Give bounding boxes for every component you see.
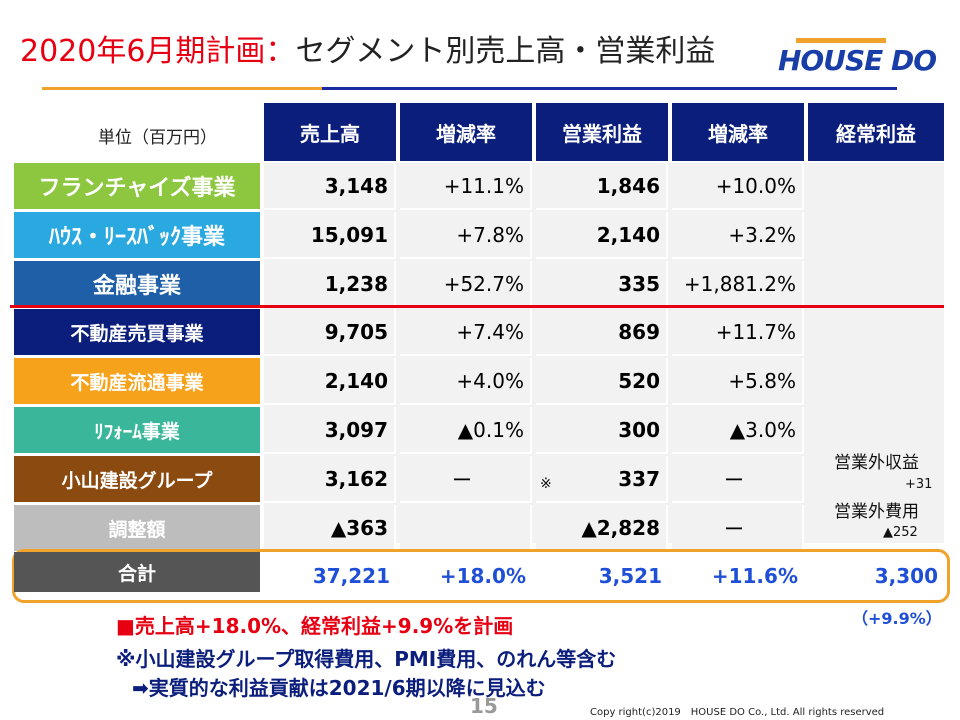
table-cell-sales: 2,140 xyxy=(264,358,396,405)
table-cell-op-rate: +5.8% xyxy=(672,358,804,405)
table-cell-op: ▲2,828 xyxy=(536,505,668,552)
nonop-income-label: 営業外収益 xyxy=(834,453,919,473)
segment-label: 調整額 xyxy=(14,505,260,551)
table-cell-op-rate: ー xyxy=(672,505,804,552)
title-subject: セグメント別売上高・営業利益 xyxy=(295,34,716,69)
table-cell-sales: 3,162 xyxy=(264,456,396,503)
segment-label: 不動産流通事業 xyxy=(14,358,260,404)
table-cell-sales: 3,148 xyxy=(264,163,396,210)
segment-label: 小山建設グループ xyxy=(14,456,260,502)
total-label: 合計 xyxy=(14,552,260,592)
total-ordinary: 3,300 xyxy=(874,563,938,588)
table-cell-sales-rate: +11.1% xyxy=(400,163,532,210)
table-cell-op: 1,846 xyxy=(536,163,668,210)
total-sales-rate: +18.0% xyxy=(439,563,526,588)
footnote-koyama: ※小山建設グループ取得費用、PMI費用、のれん等含む xyxy=(116,647,617,671)
page-number: 15 xyxy=(470,694,498,718)
total-ordinary-rate: （+9.9%） xyxy=(852,609,942,628)
table-cell-op-rate: +11.7% xyxy=(672,309,804,356)
footnote-contribution: ➡実質的な利益貢献は2021/6期以降に見込む xyxy=(132,676,546,700)
company-logo: HOUSE DO xyxy=(778,38,937,77)
table-cell-sales-rate: +7.8% xyxy=(400,212,532,259)
title-underline-orange xyxy=(42,87,322,90)
header-ordinary-profit: 経常利益 xyxy=(808,103,944,161)
table-cell-sales: 15,091 xyxy=(264,212,396,259)
table-cell-op: 300 xyxy=(536,407,668,454)
table-cell-sales-rate xyxy=(400,505,532,552)
table-cell-op: 335 xyxy=(536,261,668,308)
copyright: Copy right(c)2019 HOUSE DO Co., Ltd. All… xyxy=(590,707,885,718)
page-title: 2020年6月期計画：セグメント別売上高・営業利益 xyxy=(20,26,715,70)
table-cell-sales-rate: ー xyxy=(400,456,532,503)
segment-label: ﾊｳｽ・ﾘｰｽﾊﾞｯｸ事業 xyxy=(14,212,260,258)
footnote-plan: ■売上高+18.0%、経常利益+9.9%を計画 xyxy=(116,614,514,638)
total-sales: 37,221 xyxy=(312,563,390,588)
table-cell-sales: ▲363 xyxy=(264,505,396,552)
table-cell-sales-rate: +4.0% xyxy=(400,358,532,405)
table-cell-op: 337 xyxy=(536,456,668,503)
segment-label: 金融事業 xyxy=(14,261,260,307)
nonop-expense-label: 営業外費用 xyxy=(834,502,919,522)
total-row-highlight xyxy=(12,549,950,603)
header-sales: 売上高 xyxy=(264,103,396,161)
segment-label: フランチャイズ事業 xyxy=(14,163,260,209)
total-op-rate: +11.6% xyxy=(711,563,798,588)
header-sales-rate: 増減率 xyxy=(400,103,532,161)
nonop-expense-value: ▲252 xyxy=(883,525,918,540)
table-cell-sales-rate: ▲0.1% xyxy=(400,407,532,454)
table-cell-op: 2,140 xyxy=(536,212,668,259)
table-cell-op: 520 xyxy=(536,358,668,405)
segment-label: ﾘﾌｫｰﾑ事業 xyxy=(14,407,260,453)
header-operating-profit: 営業利益 xyxy=(536,103,668,161)
segment-divider-line xyxy=(10,305,944,308)
nonop-income-value: +31 xyxy=(905,477,933,492)
footnote-mark: ※ xyxy=(540,476,552,492)
table-cell-sales: 3,097 xyxy=(264,407,396,454)
table-cell-op-rate: ー xyxy=(672,456,804,503)
table-cell-sales: 1,238 xyxy=(264,261,396,308)
table-cell-op-rate: +3.2% xyxy=(672,212,804,259)
segment-label: 不動産売買事業 xyxy=(14,309,260,355)
table-cell-op-rate: ▲3.0% xyxy=(672,407,804,454)
unit-label: 単位（百万円） xyxy=(98,128,217,148)
table-cell-op-rate: +1,881.2% xyxy=(672,261,804,308)
title-period: 2020年6月期計画： xyxy=(20,34,296,69)
total-op: 3,521 xyxy=(598,563,662,588)
title-underline-blue xyxy=(322,87,897,90)
table-cell-op: 869 xyxy=(536,309,668,356)
table-cell-op-rate: +10.0% xyxy=(672,163,804,210)
table-cell-sales-rate: +7.4% xyxy=(400,309,532,356)
table-cell-sales-rate: +52.7% xyxy=(400,261,532,308)
header-op-rate: 増減率 xyxy=(672,103,804,161)
table-cell-sales: 9,705 xyxy=(264,309,396,356)
